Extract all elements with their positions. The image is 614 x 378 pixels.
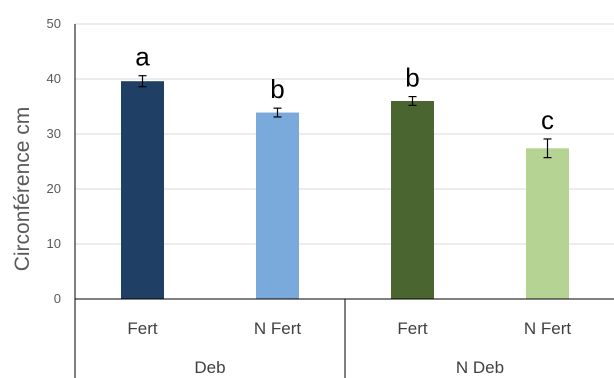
y-tick-labels: 0 10 20 30 40 50: [47, 16, 61, 306]
x-category-label: N Fert: [254, 319, 302, 338]
y-tick-label: 20: [47, 181, 61, 196]
bar: [121, 81, 164, 299]
bar: [391, 101, 434, 299]
significance-letter: c: [541, 105, 554, 135]
y-axis-label: Circonférence cm: [11, 107, 34, 272]
bar: [526, 148, 569, 299]
x-category-labels: Fert N Fert Fert N Fert Deb N Deb: [127, 319, 571, 377]
significance-letter: b: [405, 63, 419, 93]
gridlines: [75, 23, 614, 245]
axes: [74, 24, 614, 378]
bars: a b b c: [121, 42, 569, 299]
y-tick-label: 40: [47, 71, 61, 86]
x-group-label: Deb: [194, 358, 225, 377]
x-category-label: N Fert: [524, 319, 572, 338]
y-tick-label: 10: [47, 236, 61, 251]
significance-letter: b: [270, 74, 284, 104]
x-group-label: N Deb: [456, 358, 504, 377]
x-category-label: Fert: [397, 319, 428, 338]
y-tick-label: 0: [54, 291, 61, 306]
y-tick-label: 30: [47, 126, 61, 141]
significance-letter: a: [135, 42, 150, 72]
bar: [256, 112, 299, 299]
x-category-label: Fert: [127, 319, 158, 338]
y-tick-label: 50: [47, 16, 61, 31]
